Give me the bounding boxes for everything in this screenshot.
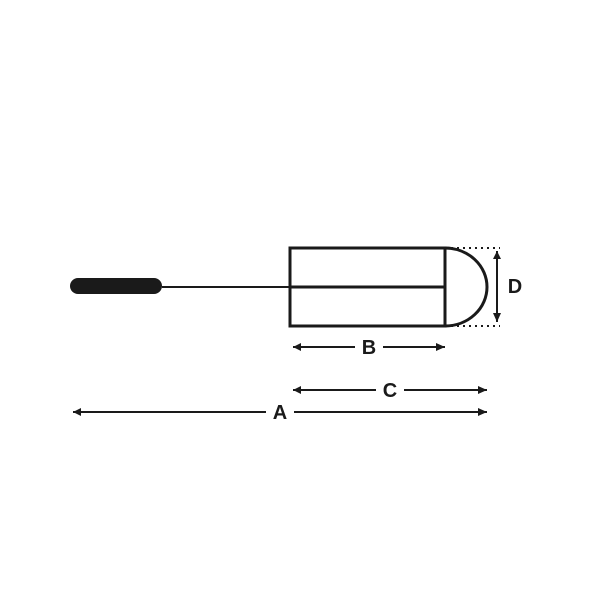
brush-shaft (162, 286, 290, 288)
dimension-label-b: B (362, 337, 376, 359)
brush-tip (445, 248, 487, 326)
dimension-label-c: C (383, 380, 397, 402)
dimension-label-d: D (508, 276, 522, 298)
brush-tool (70, 248, 500, 326)
brush-handle (70, 278, 162, 294)
dimension-label-a: A (273, 402, 287, 424)
diagram-canvas: B C A D (0, 0, 600, 600)
